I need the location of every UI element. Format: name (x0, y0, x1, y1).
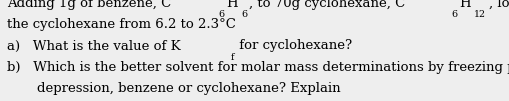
Text: 6: 6 (218, 10, 224, 19)
Text: 12: 12 (474, 10, 486, 19)
Text: H: H (227, 0, 238, 10)
Text: for cyclohexane?: for cyclohexane? (235, 39, 352, 53)
Text: a)   What is the value of K: a) What is the value of K (7, 39, 180, 53)
Text: , lowers the freezing point of: , lowers the freezing point of (489, 0, 509, 10)
Text: the cyclohexane from 6.2 to 2.3°C: the cyclohexane from 6.2 to 2.3°C (7, 18, 236, 31)
Text: Adding 1g of benzene, C: Adding 1g of benzene, C (7, 0, 171, 10)
Text: depression, benzene or cyclohexane? Explain: depression, benzene or cyclohexane? Expl… (37, 82, 341, 95)
Text: f: f (231, 53, 234, 62)
Text: H: H (459, 0, 470, 10)
Text: 6: 6 (241, 10, 247, 19)
Text: b)   Which is the better solvent for molar mass determinations by freezing point: b) Which is the better solvent for molar… (7, 61, 509, 74)
Text: , to 70g cyclohexane, C: , to 70g cyclohexane, C (249, 0, 406, 10)
Text: 6: 6 (451, 10, 457, 19)
